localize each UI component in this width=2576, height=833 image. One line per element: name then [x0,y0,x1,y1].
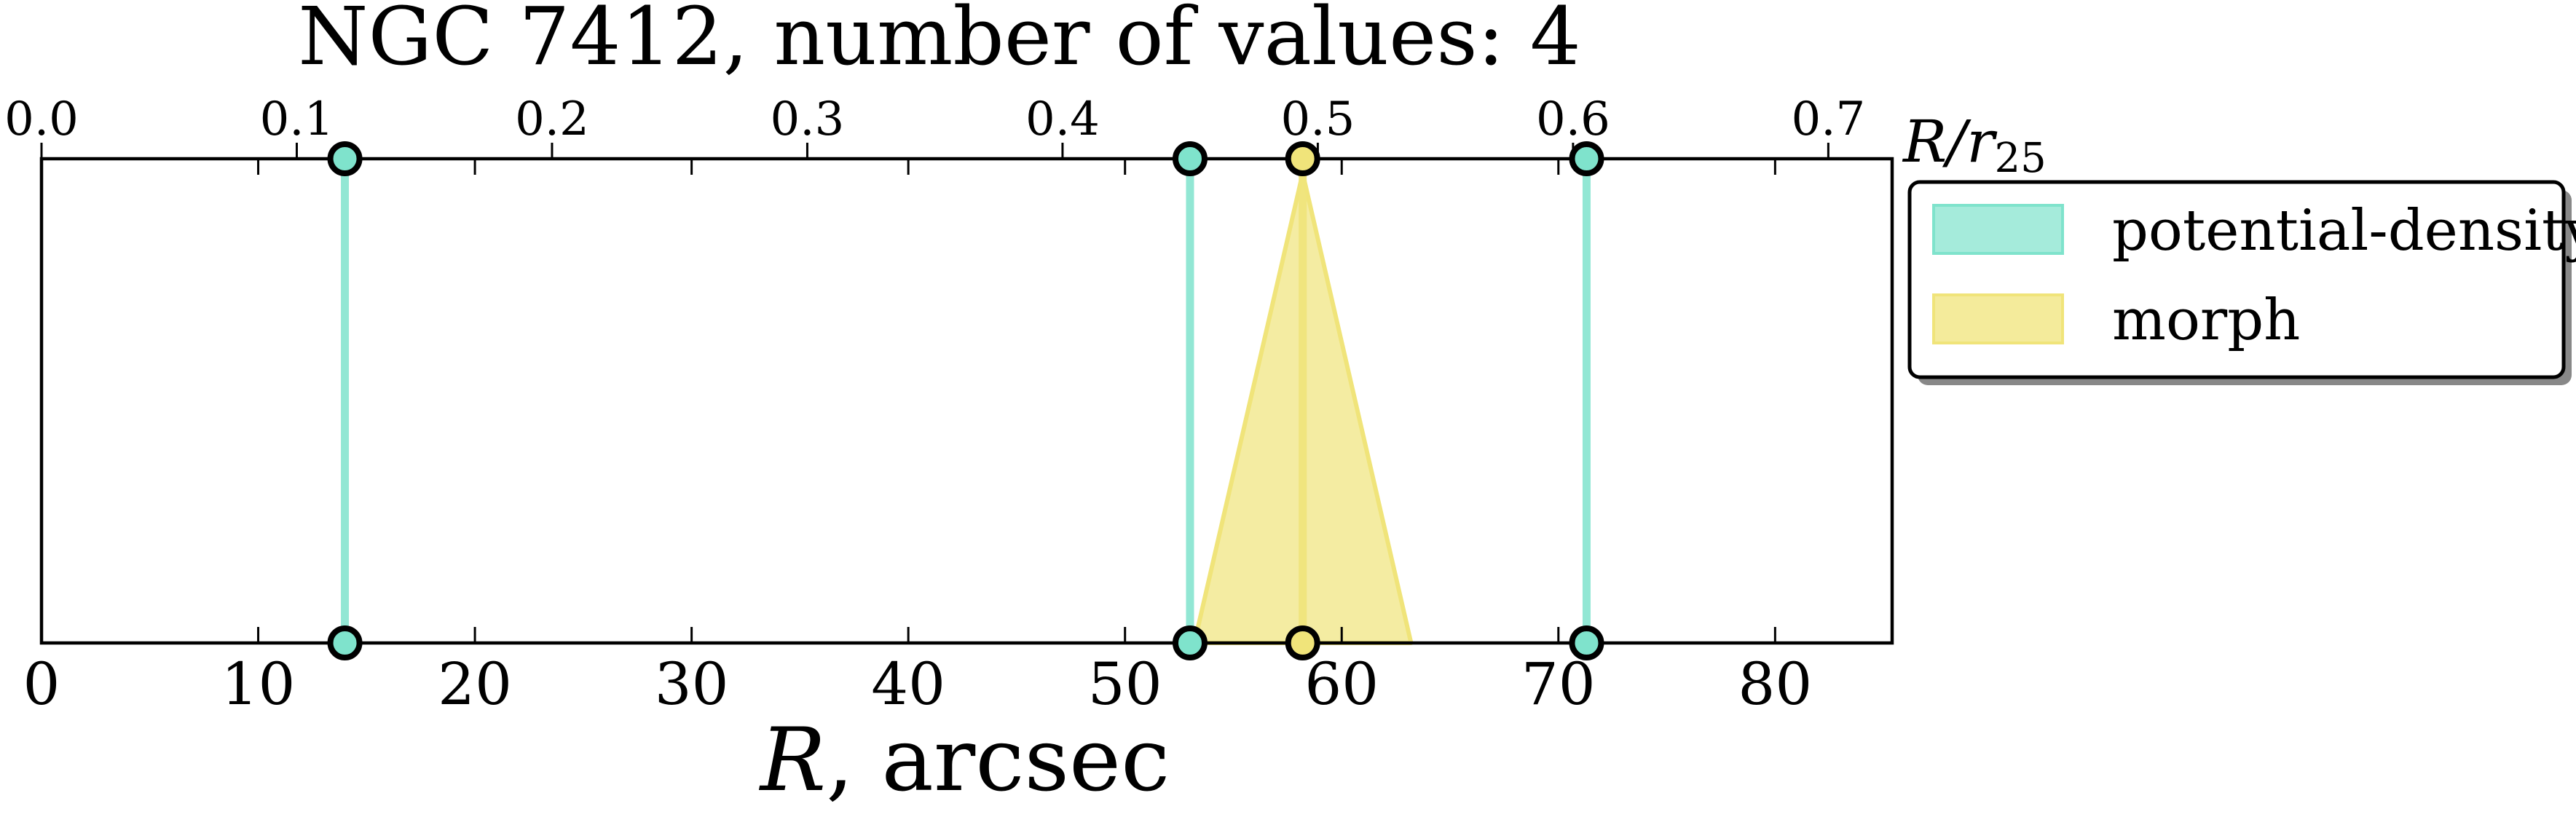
chart-axes: 0 10 20 30 40 50 60 70 80 0.0 0.1 0.2 0.3 0.4 0.5 0.6 0.… [4,92,1894,718]
marker-morph-0-bottom [1285,625,1320,660]
chart-title: NGC 7412, number of values: 4 [298,0,1580,83]
top-axis-label-subscript: 25 [1994,135,2046,182]
legend-swatch-potential-density [1932,204,2064,255]
marker-potential-density-1-bottom [1172,625,1208,660]
x-axis-label-variable: R [759,710,826,811]
top-tick-label: 0.6 [1536,92,1610,146]
legend-frame [1907,180,2566,379]
marker-morph-0-top [1285,141,1320,176]
legend-swatch-morph [1932,293,2064,344]
top-tick-label: 0.7 [1791,92,1865,146]
x-tick-label: 50 [1088,650,1162,718]
plot-frame [39,157,1894,645]
x-tick-label: 40 [871,650,945,718]
top-axis-label-main: R/r [1902,108,1998,175]
legend-label-morph: morph [2112,288,2300,353]
marker-potential-density-0-top [327,141,363,176]
marker-potential-density-2-bottom [1569,625,1604,660]
top-tick-label: 0.4 [1025,92,1100,146]
marker-potential-density-2-top [1569,141,1604,176]
legend-label-potential-density: potential-density [2112,198,2576,264]
x-tick-label: 0 [23,650,60,718]
top-tick-label: 0.2 [515,92,589,146]
x-tick-label: 10 [221,650,296,718]
top-tick-label: 0.1 [260,92,334,146]
legend: potential-density morph [1907,180,2576,385]
x-tick-label: 20 [438,650,512,718]
chart-marks [341,159,1591,645]
x-tick-label: 70 [1521,650,1596,718]
x-tick-label: 80 [1738,650,1812,718]
marker-potential-density-1-top [1172,141,1208,176]
x-axis-label: R, arcsec [759,710,1170,811]
top-tick-label: 0.5 [1281,92,1355,146]
x-tick-label: 60 [1304,650,1379,718]
top-tick-label: 0.3 [771,92,845,146]
marker-potential-density-0-bottom [327,625,363,660]
x-tick-label: 30 [655,650,729,718]
top-tick-label: 0.0 [4,92,79,146]
x-axis-label-unit: , arcsec [826,710,1170,811]
top-axis-label: R/r25 [1902,108,2047,182]
